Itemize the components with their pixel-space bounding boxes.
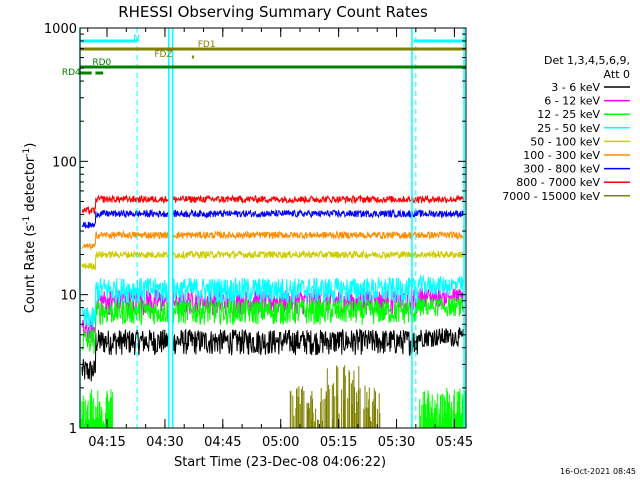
series-7-line: [81, 208, 465, 230]
x-tick-label: 05:45: [436, 435, 473, 450]
series-6-line: [81, 229, 465, 250]
series-4-trace: [81, 274, 465, 331]
span-markers: [79, 28, 467, 428]
y-tick-label: 1: [69, 422, 77, 437]
x-tick-label: 05:15: [320, 435, 357, 450]
x-axis-label: Start Time (23-Dec-08 04:06:22): [174, 455, 386, 470]
series-1-line: [81, 326, 465, 382]
legend-label-2: 6 - 12 keV: [544, 95, 600, 108]
flag-fdz-label: FDZ: [154, 50, 172, 60]
plot-lines: [79, 28, 467, 428]
legend-header-detectors: Det 1,3,4,5,6,9,: [544, 54, 630, 67]
x-tick-label: 05:00: [262, 435, 299, 450]
y-tick-label: 100: [52, 155, 77, 170]
flag-rd0-label: RD0: [92, 58, 111, 68]
flag-n-label: N: [133, 34, 140, 44]
series-5-trace: [81, 249, 465, 271]
flag-rd4-label: RD4: [62, 68, 81, 78]
legend-label-1: 3 - 6 keV: [551, 81, 600, 94]
axis-ticks: 1 10 100 1000 04:15 04:30 04:45 05:00 05:15 05:30…: [44, 22, 473, 450]
chart-title: RHESSI Observing Summary Count Rates: [118, 3, 428, 21]
series-3-line: [81, 296, 465, 355]
series-9-line: [289, 365, 381, 428]
legend-header-attenuator: Att 0: [604, 68, 630, 81]
series-1-trace: [81, 326, 465, 382]
series-9-trace: [289, 365, 381, 428]
legend-label-5: 50 - 100 keV: [530, 135, 600, 148]
series-8-trace: [81, 194, 465, 216]
series-3-trace: [81, 296, 465, 355]
flag-fd1-label: FD1: [198, 40, 216, 50]
y-tick-label: 1000: [44, 22, 77, 37]
y-axis-label: Count Rate (s-1 detector-1): [22, 143, 38, 314]
series-5-line: [81, 249, 465, 271]
x-tick-label: 04:30: [146, 435, 183, 450]
legend-label-7: 300 - 800 keV: [523, 163, 600, 176]
series-7-trace: [81, 208, 465, 230]
x-tick-label: 04:45: [204, 435, 241, 450]
low-count-band: [80, 387, 466, 428]
legend-label-8: 800 - 7000 keV: [516, 176, 600, 189]
footer-timestamp: 16-Oct-2021 08:45: [560, 467, 636, 476]
low-band-green: [80, 387, 466, 428]
legend-label-4: 25 - 50 keV: [537, 122, 600, 135]
series-6-trace: [81, 229, 465, 250]
plot-area-frame: [79, 27, 467, 429]
flag-lines: N FD1 FDZ RD0 RD4: [62, 34, 466, 78]
legend-label-9: 7000 - 15000 keV: [502, 190, 600, 203]
series-4-line: [81, 274, 465, 331]
y-tick-label: 10: [60, 289, 77, 304]
x-tick-label: 04:15: [88, 435, 125, 450]
legend-label-3: 12 - 25 keV: [537, 108, 600, 121]
x-tick-label: 05:30: [378, 435, 415, 450]
series-8-line: [81, 194, 465, 216]
legend-label-6: 100 - 300 keV: [523, 149, 600, 162]
